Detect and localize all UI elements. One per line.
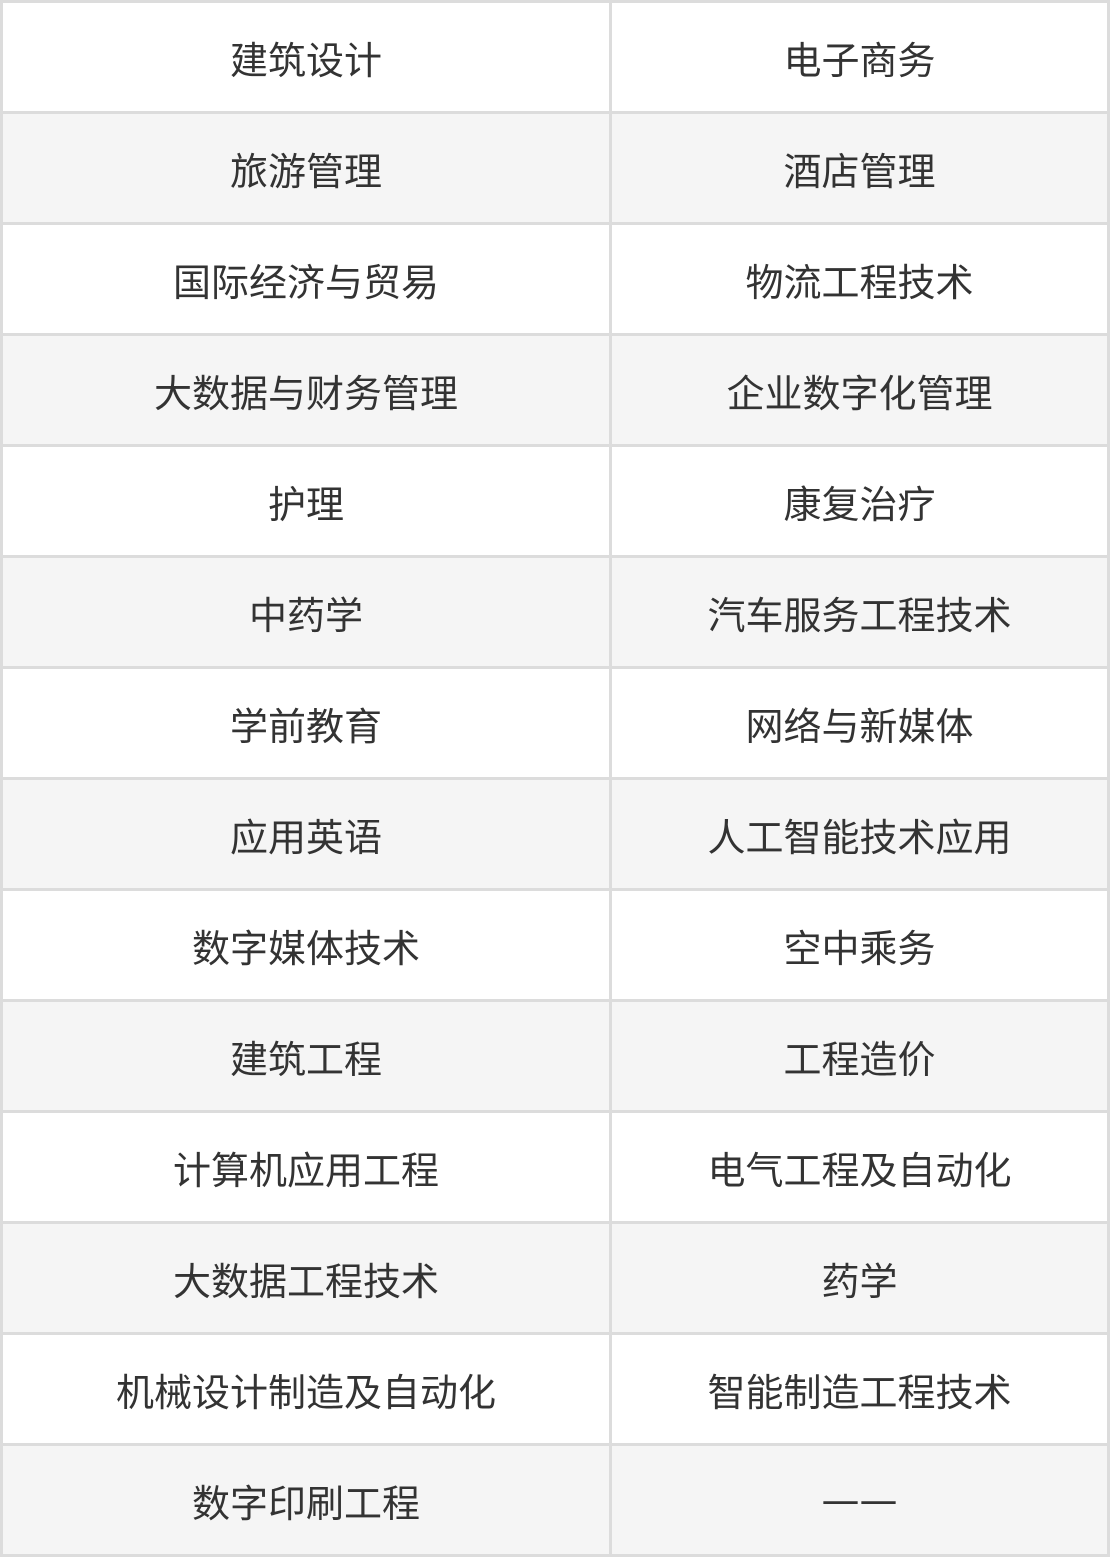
- table-cell: 大数据工程技术: [0, 1221, 612, 1335]
- table-cell: 电子商务: [609, 0, 1110, 114]
- table-cell: 网络与新媒体: [609, 666, 1110, 780]
- table-cell: 企业数字化管理: [609, 333, 1110, 447]
- table-cell: 智能制造工程技术: [609, 1332, 1110, 1446]
- table-cell: 物流工程技术: [609, 222, 1110, 336]
- table-row: 数字印刷工程 ——: [0, 1443, 1110, 1557]
- table-cell: 建筑工程: [0, 999, 612, 1113]
- table-row: 建筑设计 电子商务: [0, 0, 1110, 114]
- table-cell: 药学: [609, 1221, 1110, 1335]
- table-cell: 大数据与财务管理: [0, 333, 612, 447]
- table-cell: 酒店管理: [609, 111, 1110, 225]
- table-cell: 学前教育: [0, 666, 612, 780]
- table-cell: 旅游管理: [0, 111, 612, 225]
- table-row: 应用英语 人工智能技术应用: [0, 777, 1110, 891]
- table-cell: 人工智能技术应用: [609, 777, 1110, 891]
- table-cell: 护理: [0, 444, 612, 558]
- table-cell: 建筑设计: [0, 0, 612, 114]
- table-row: 学前教育 网络与新媒体: [0, 666, 1110, 780]
- table-cell: 电气工程及自动化: [609, 1110, 1110, 1224]
- table-row: 机械设计制造及自动化 智能制造工程技术: [0, 1332, 1110, 1446]
- table-row: 中药学 汽车服务工程技术: [0, 555, 1110, 669]
- table-row: 计算机应用工程 电气工程及自动化: [0, 1110, 1110, 1224]
- table-cell: ——: [609, 1443, 1110, 1557]
- table-row: 护理 康复治疗: [0, 444, 1110, 558]
- table-row: 大数据与财务管理 企业数字化管理: [0, 333, 1110, 447]
- table-cell: 计算机应用工程: [0, 1110, 612, 1224]
- table-cell: 机械设计制造及自动化: [0, 1332, 612, 1446]
- table-row: 数字媒体技术 空中乘务: [0, 888, 1110, 1002]
- table-cell: 汽车服务工程技术: [609, 555, 1110, 669]
- table-row: 建筑工程 工程造价: [0, 999, 1110, 1113]
- table-row: 国际经济与贸易 物流工程技术: [0, 222, 1110, 336]
- table-cell: 国际经济与贸易: [0, 222, 612, 336]
- table-cell: 数字印刷工程: [0, 1443, 612, 1557]
- table-cell: 工程造价: [609, 999, 1110, 1113]
- table-cell: 应用英语: [0, 777, 612, 891]
- table-cell: 中药学: [0, 555, 612, 669]
- table-row: 大数据工程技术 药学: [0, 1221, 1110, 1335]
- table-cell: 数字媒体技术: [0, 888, 612, 1002]
- table-cell: 空中乘务: [609, 888, 1110, 1002]
- table-cell: 康复治疗: [609, 444, 1110, 558]
- table-row: 旅游管理 酒店管理: [0, 111, 1110, 225]
